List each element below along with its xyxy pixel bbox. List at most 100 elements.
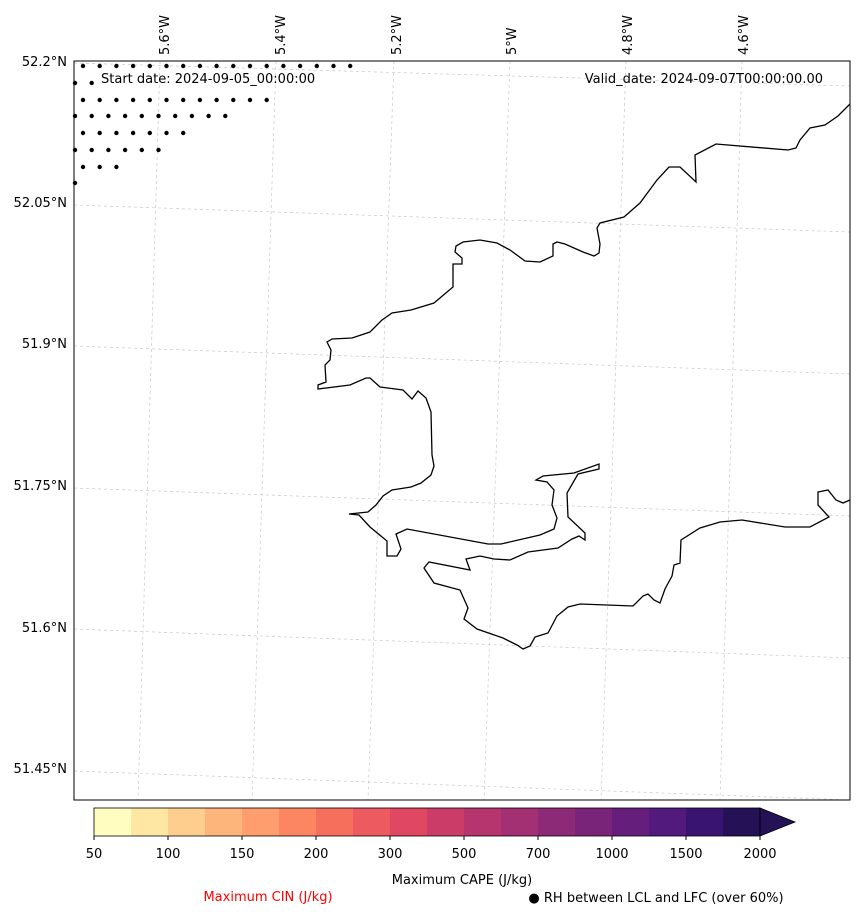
lon-label: 4.6°W [737, 15, 752, 55]
start-date-label: Start date: 2024-09-05_00:00:00 [101, 72, 315, 87]
longitude-labels: 5.6°W 5.4°W 5.2°W 5°W 4.8°W 4.6°W [158, 15, 752, 55]
rh-dot [80, 164, 86, 170]
rh-dot [281, 63, 286, 69]
colorbar-tick-label: 1500 [669, 847, 702, 862]
colorbar-segment [316, 808, 354, 836]
latitude-labels: 52.2°N 52.05°N 51.9°N 51.75°N 51.6°N 51.… [14, 55, 67, 777]
colorbar-extend-arrow [759, 807, 797, 837]
rh-dot [97, 164, 102, 170]
lat-label: 51.6°N [22, 621, 67, 636]
colorbar-segment [538, 808, 576, 836]
rh-dot [139, 147, 144, 153]
rh-dot [97, 97, 102, 103]
rh-dot [130, 97, 136, 103]
rh-dot [156, 113, 161, 119]
rh-dot [122, 147, 128, 153]
colorbar-tick-label: 100 [156, 847, 181, 862]
rh-dot [314, 63, 319, 69]
colorbar-segment [353, 808, 391, 836]
rh-dot [181, 63, 186, 69]
coastline [317, 103, 851, 650]
colorbar-label: Maximum CAPE (J/kg) [392, 873, 532, 888]
rh-dot [206, 113, 211, 119]
rh-dot [130, 130, 136, 136]
lon-label: 5.2°W [390, 15, 405, 55]
colorbar-segment [242, 808, 280, 836]
rh-dot [89, 80, 94, 86]
map-panel [74, 61, 850, 800]
rh-dot [181, 130, 186, 136]
colorbar-segment [205, 808, 243, 836]
colorbar-segment [390, 808, 428, 836]
rh-dot [97, 130, 102, 136]
rh-dot [114, 130, 119, 136]
lon-label: 5.6°W [158, 15, 173, 55]
colorbar-segment [612, 808, 650, 836]
rh-dot [181, 97, 186, 103]
lat-label: 52.05°N [14, 196, 67, 211]
colorbar-segment [723, 808, 761, 836]
rh-dot [80, 63, 86, 69]
colorbar-segment [94, 808, 132, 836]
lat-label: 52.2°N [22, 55, 67, 70]
rh-dot [80, 130, 86, 136]
cape-colorbar [93, 807, 797, 837]
rh-dot [247, 97, 253, 103]
rh-dot [72, 180, 78, 186]
colorbar-segment [686, 808, 724, 836]
rh-dot [114, 97, 119, 103]
colorbar-segment [168, 808, 206, 836]
colorbar-segment [649, 808, 687, 836]
colorbar-tick-label: 2000 [743, 847, 776, 862]
lat-label: 51.75°N [14, 479, 67, 494]
lon-label: 5°W [505, 27, 520, 55]
colorbar-tick-label: 150 [230, 847, 255, 862]
rh-dot [72, 80, 78, 86]
lat-label: 51.9°N [22, 337, 67, 352]
rh-dot [139, 113, 144, 119]
lon-label: 5.4°W [274, 15, 289, 55]
rh-dot [147, 130, 152, 136]
colorbar-tick-label: 200 [304, 847, 329, 862]
rh-dot [197, 97, 203, 103]
rh-dot [72, 113, 78, 119]
rh-dot [348, 63, 353, 69]
rh-dot [114, 63, 119, 69]
rh-dot [80, 97, 86, 103]
lat-label: 51.45°N [14, 762, 67, 777]
rh-dot [231, 63, 236, 69]
colorbar-segment [501, 808, 539, 836]
colorbar-segment [131, 808, 169, 836]
rh-dot [264, 97, 269, 103]
colorbar-segment [464, 808, 502, 836]
rh-dot [197, 63, 203, 69]
colorbar-tick-label: 50 [86, 847, 103, 862]
rh-dot [122, 113, 128, 119]
rh-dot-pattern [72, 63, 353, 186]
rh-dot [297, 63, 303, 69]
map-frame [73, 60, 851, 801]
rh-dot [164, 63, 169, 69]
rh-dot [106, 147, 111, 153]
rh-dot [214, 97, 219, 103]
colorbar-ticks: 50 100 150 200 300 500 700 1000 1500 2000 [86, 836, 777, 862]
colorbar-tick-label: 500 [452, 847, 477, 862]
rh-dot [173, 113, 178, 119]
rh-dot [114, 164, 119, 170]
rh-dot [189, 113, 195, 119]
rh-dot [130, 63, 136, 69]
rh-dot [89, 147, 94, 153]
rh-dot [164, 97, 169, 103]
rh-dot [156, 147, 161, 153]
colorbar-tick-label: 300 [378, 847, 403, 862]
rh-dot [164, 130, 169, 136]
colorbar-border [93, 807, 761, 837]
rh-dot [231, 97, 236, 103]
rh-dot [247, 63, 253, 69]
rh-dot [147, 97, 152, 103]
rh-dot [264, 63, 269, 69]
rh-dot [72, 147, 78, 153]
rh-dot [106, 113, 111, 119]
valid-date-label: Valid_date: 2024-09-07T00:00:00.00 [585, 72, 823, 87]
